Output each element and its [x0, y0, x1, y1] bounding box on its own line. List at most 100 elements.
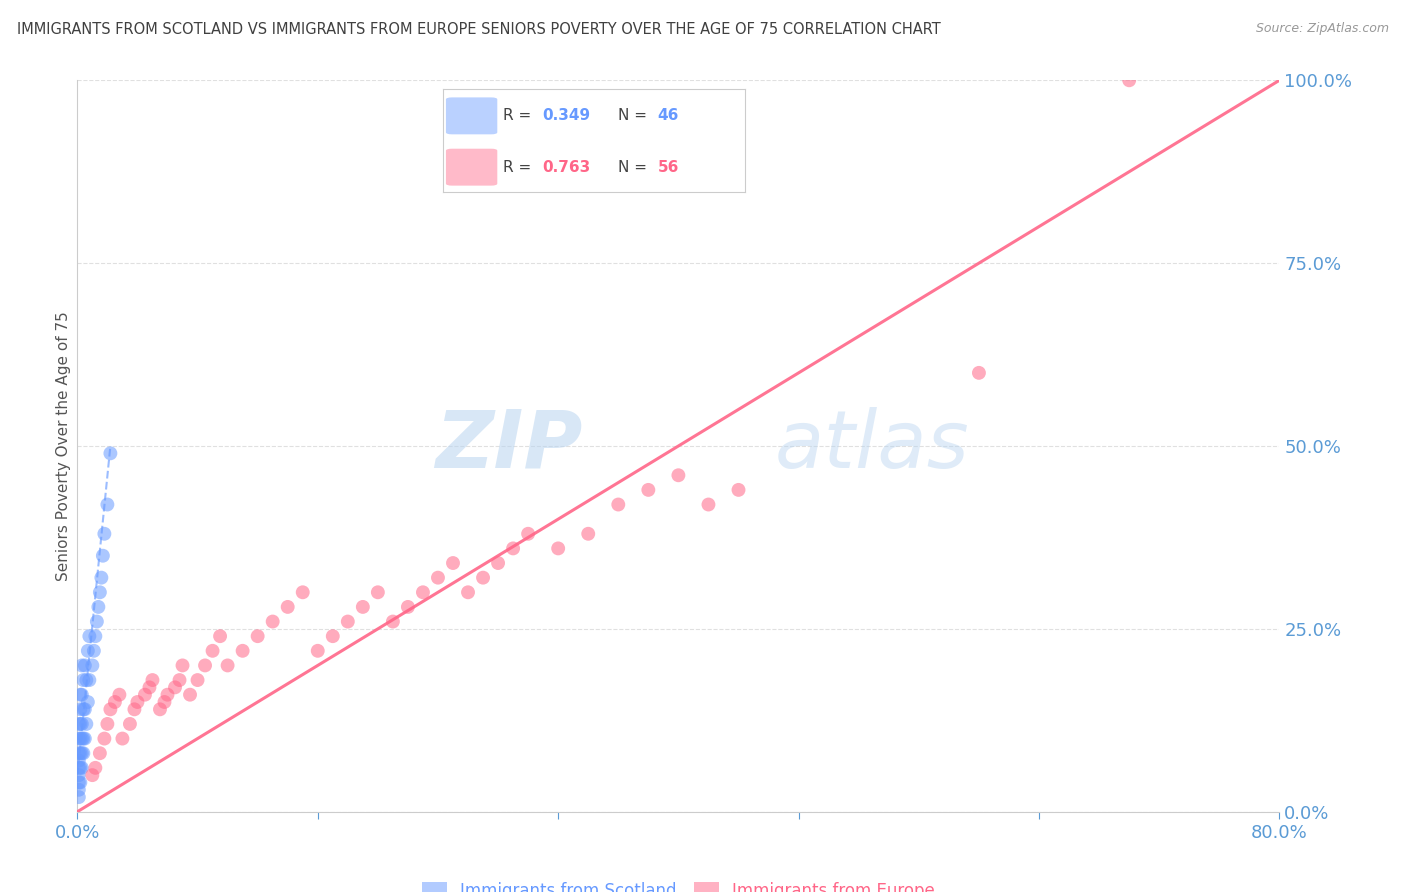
Text: Source: ZipAtlas.com: Source: ZipAtlas.com [1256, 22, 1389, 36]
Point [70, 746, 93, 760]
Point [637, 483, 659, 497]
Point [262, 615, 284, 629]
Point [79, 629, 101, 643]
Point [138, 681, 160, 695]
Point [86, 615, 108, 629]
Text: atlas: atlas [775, 407, 969, 485]
Point [75, 717, 97, 731]
Point [517, 526, 540, 541]
FancyBboxPatch shape [446, 97, 498, 135]
FancyBboxPatch shape [446, 149, 498, 186]
Point [427, 571, 450, 585]
Point [93, 731, 115, 746]
Point [70, 658, 93, 673]
Point [201, 644, 224, 658]
Text: R =: R = [503, 160, 537, 175]
Point [96, 498, 118, 512]
Point [194, 658, 217, 673]
Point [127, 695, 149, 709]
Point [668, 468, 690, 483]
Point [172, 658, 194, 673]
Point [156, 688, 179, 702]
Point [76, 644, 98, 658]
Point [70, 761, 93, 775]
Point [69, 688, 91, 702]
Text: N =: N = [619, 108, 652, 123]
Point [186, 673, 209, 687]
Point [108, 688, 131, 702]
Point [79, 673, 101, 687]
Point [100, 702, 122, 716]
Point [141, 673, 163, 687]
Point [89, 585, 111, 599]
Point [67, 754, 90, 768]
Point [73, 702, 96, 716]
Point [209, 629, 232, 643]
Point [67, 717, 90, 731]
Point [576, 526, 599, 541]
Point [67, 746, 90, 760]
Text: 0.763: 0.763 [543, 160, 591, 175]
Point [69, 731, 91, 746]
Point [69, 717, 91, 731]
Point [307, 644, 329, 658]
Point [179, 688, 201, 702]
Text: R =: R = [503, 108, 537, 123]
Point [67, 790, 90, 805]
Point [70, 731, 93, 746]
Point [73, 658, 96, 673]
Point [134, 688, 156, 702]
Point [72, 673, 94, 687]
Point [412, 585, 434, 599]
Point [91, 549, 114, 563]
Point [76, 695, 98, 709]
Text: 46: 46 [658, 108, 679, 123]
Point [69, 775, 91, 789]
Point [124, 702, 146, 716]
Point [67, 761, 90, 775]
Point [277, 599, 299, 614]
Point [84, 761, 107, 775]
Text: 0.349: 0.349 [543, 108, 591, 123]
Text: ZIP: ZIP [434, 407, 582, 485]
Point [75, 673, 97, 687]
Point [72, 702, 94, 716]
Point [100, 446, 122, 460]
Point [83, 644, 105, 658]
Point [153, 695, 176, 709]
Point [472, 571, 495, 585]
Point [232, 644, 254, 658]
Point [67, 731, 90, 746]
Point [111, 731, 134, 746]
Text: 56: 56 [658, 160, 679, 175]
Point [217, 658, 239, 673]
Point [93, 526, 115, 541]
Point [163, 681, 186, 695]
Point [72, 731, 94, 746]
Point [352, 599, 374, 614]
Point [82, 768, 104, 782]
Point [1118, 73, 1140, 87]
Point [381, 615, 404, 629]
Point [367, 585, 389, 599]
Point [246, 629, 269, 643]
Point [322, 629, 344, 643]
Point [67, 768, 90, 782]
Point [607, 498, 630, 512]
Point [72, 746, 94, 760]
Text: N =: N = [619, 160, 652, 175]
Point [486, 556, 509, 570]
Point [457, 585, 479, 599]
Point [69, 761, 91, 775]
Point [118, 717, 141, 731]
Point [149, 702, 172, 716]
Point [69, 746, 91, 760]
Point [502, 541, 524, 556]
Point [90, 571, 112, 585]
Point [89, 746, 111, 760]
Point [73, 731, 96, 746]
Point [69, 702, 91, 716]
Point [104, 695, 127, 709]
Point [84, 629, 107, 643]
Point [547, 541, 569, 556]
